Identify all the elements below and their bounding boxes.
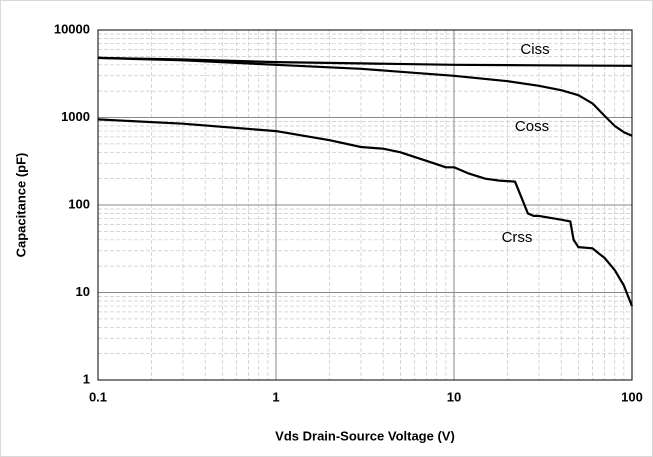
x-tick-label: 100 [621,389,643,404]
series-line [97,118,634,307]
plot-frame [97,29,633,381]
x-axis-label: Vds Drain-Source Voltage (V) [275,428,455,443]
y-tick-label: 10000 [54,21,90,36]
x-tick-label: 10 [447,389,461,404]
series-label: Crss [502,229,533,246]
y-tick-label: 100 [68,196,90,211]
x-tick-label: 0.1 [89,389,107,404]
series-line [97,56,633,137]
y-tick-label: 1 [83,371,90,386]
series-label: Coss [515,118,549,135]
y-tick-label: 1000 [61,109,90,124]
x-tick-label: 1 [272,389,279,404]
series-label: Ciss [520,41,549,58]
y-axis-label: Capacitance (pF) [13,153,28,258]
y-tick-label: 10 [76,284,90,299]
